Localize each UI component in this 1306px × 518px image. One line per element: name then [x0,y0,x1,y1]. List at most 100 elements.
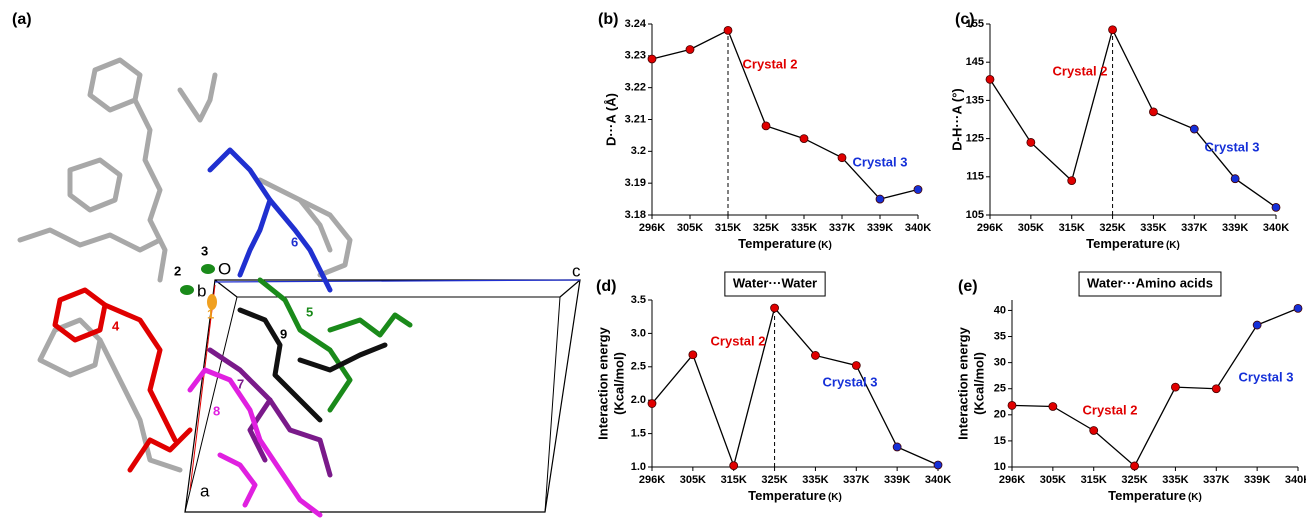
atom-label: 7 [237,376,244,391]
data-point [914,186,922,194]
y-tick-label: 35 [994,330,1006,342]
panel-label: (d) [596,278,616,295]
water-2 [180,285,194,295]
x-tick-label: 315K [1081,474,1107,486]
atom-label: 8 [213,403,220,418]
molecule-grey [20,60,350,470]
data-point [730,462,738,470]
annotation: Crystal 2 [1083,402,1138,417]
y-tick-label: 3.23 [625,50,646,62]
chart-title: Water···Water [733,275,817,290]
x-axis-unit: (K) [1188,492,1202,503]
y-tick-label: 145 [966,56,984,68]
x-tick-label: 335K [1140,222,1166,234]
x-tick-label: 325K [1099,222,1125,234]
x-tick-label: 296K [999,474,1025,486]
x-tick-label: 296K [639,222,665,234]
x-tick-label: 325K [753,222,779,234]
annotation: Crystal 3 [823,374,878,389]
x-tick-label: 305K [680,474,706,486]
x-tick-label: 335K [1162,474,1188,486]
y-axis-label: D-H···A (°) [949,88,964,150]
data-point [876,195,884,203]
y-axis-label: (Kcal/mol) [971,352,986,415]
y-tick-label: 3.5 [631,294,646,306]
axis-letter: a [200,481,210,500]
data-point [1253,321,1261,329]
data-point [1272,203,1280,211]
panel-a: (a) [12,11,581,515]
axis-letter: b [197,281,206,300]
x-tick-label: 325K [761,474,787,486]
x-tick-label: 315K [715,222,741,234]
chart-title: Water···Amino acids [1087,275,1213,290]
data-point [1231,175,1239,183]
x-axis-unit: (K) [818,240,832,251]
origin-letter: O [218,259,231,278]
annotation: Crystal 3 [1205,139,1260,154]
y-axis-label: (Kcal/mol) [611,352,626,415]
data-point [1212,385,1220,393]
atom-label: 4 [112,318,120,333]
data-point [1027,138,1035,146]
x-tick-label: 339K [1244,474,1270,486]
data-point [1068,177,1076,185]
atom-label: 3 [201,243,208,258]
figure: (a) [0,0,1306,518]
atom-label: 9 [280,326,287,341]
x-tick-label: 339K [867,222,893,234]
data-point [724,26,732,34]
x-tick-label: 339K [884,474,910,486]
atom-label: 1 [207,306,214,321]
y-tick-label: 20 [994,409,1006,421]
series-line [652,308,938,466]
x-tick-label: 335K [802,474,828,486]
data-point [934,461,942,469]
x-tick-label: 315K [721,474,747,486]
panel-label: (e) [958,278,978,295]
data-point [1090,426,1098,434]
data-point [1131,462,1139,470]
water-3 [201,264,215,274]
y-tick-label: 10 [994,461,1006,473]
x-axis-label: Temperature(K) [1108,488,1202,503]
x-tick-label: 315K [1059,222,1085,234]
y-tick-label: 25 [994,383,1006,395]
x-axis-title: Temperature [1086,236,1164,251]
data-point [689,351,697,359]
y-tick-label: 3.24 [625,18,647,30]
y-tick-label: 105 [966,209,984,221]
y-tick-label: 2.0 [631,394,646,406]
x-axis-title: Temperature [748,488,826,503]
axis-letter: c [572,261,581,280]
x-axis-label: Temperature(K) [738,236,832,251]
data-point [648,400,656,408]
x-tick-label: 305K [677,222,703,234]
x-tick-label: 337K [1181,222,1207,234]
x-tick-label: 340K [925,474,951,486]
data-point [986,75,994,83]
y-tick-label: 40 [994,304,1006,316]
unit-cell [185,280,580,512]
x-tick-label: 296K [977,222,1003,234]
data-point [893,443,901,451]
y-tick-label: 3.18 [625,209,646,221]
data-point [1008,401,1016,409]
molecule-black [240,310,385,420]
data-point [771,304,779,312]
x-tick-label: 339K [1222,222,1248,234]
y-axis-label: D···A (Å) [603,93,618,146]
x-tick-label: 337K [1203,474,1229,486]
annotation: Crystal 2 [1053,63,1108,78]
y-tick-label: 2.5 [631,361,646,373]
x-tick-label: 337K [843,474,869,486]
y-tick-label: 115 [966,171,984,183]
x-tick-label: 305K [1040,474,1066,486]
y-axis-label: Interaction energy [595,326,610,439]
y-tick-label: 3.2 [631,145,646,157]
data-point [811,351,819,359]
x-tick-label: 325K [1121,474,1147,486]
y-tick-label: 1.0 [631,461,646,473]
y-axis-label: Interaction energy [955,326,970,439]
x-axis-unit: (K) [1166,240,1180,251]
